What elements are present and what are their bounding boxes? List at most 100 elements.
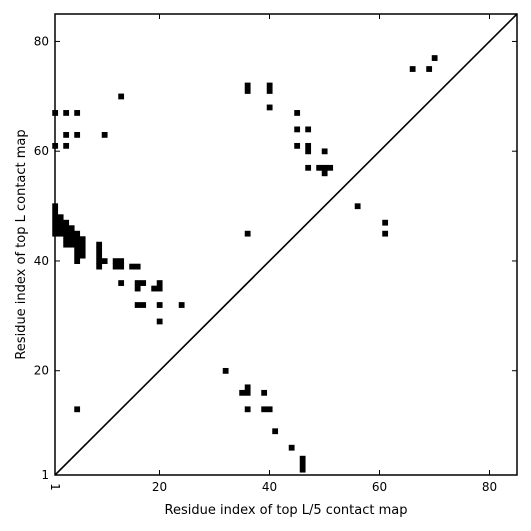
lower-contact-cell: [299, 455, 306, 462]
upper-contact-cell: [68, 241, 75, 248]
x-axis-label: Residue index of top L/5 contact map: [165, 503, 408, 518]
upper-contact-cell: [129, 263, 136, 270]
upper-contact-cell: [57, 219, 64, 226]
upper-contact-cell: [74, 110, 81, 116]
upper-contact-cell: [96, 241, 103, 248]
upper-contact-cell: [327, 164, 334, 171]
upper-contact-cell: [63, 142, 70, 149]
upper-contact-cell: [134, 263, 141, 270]
upper-contact-cell: [244, 230, 251, 237]
x-tick-label: 1: [48, 483, 62, 491]
upper-contact-cell: [101, 131, 108, 138]
upper-contact-cell: [118, 263, 125, 270]
upper-contact-cell: [244, 82, 251, 89]
y-tick-label: 80: [34, 34, 49, 48]
upper-contact-cell: [57, 214, 64, 221]
lower-contact-cell: [261, 389, 268, 396]
upper-contact-cell: [74, 252, 81, 259]
upper-contact-cell: [118, 258, 125, 265]
upper-contact-cell: [305, 164, 312, 171]
upper-contact-cell: [354, 203, 361, 210]
upper-contact-cell: [321, 164, 328, 171]
upper-contact-cell: [305, 126, 312, 133]
upper-contact-cell: [134, 302, 141, 308]
upper-contact-cell: [79, 241, 86, 248]
upper-contact-cell: [68, 225, 75, 232]
upper-contact-cell: [79, 252, 86, 259]
upper-contact-cell: [63, 236, 70, 243]
upper-contact-cell: [140, 302, 147, 308]
lower-contact-cell: [244, 406, 251, 413]
lower-contact-cell: [299, 461, 306, 468]
plot-frame: [54, 13, 518, 476]
upper-contact-cell: [382, 219, 389, 226]
y-tick-label: 20: [34, 364, 49, 378]
upper-contact-cell: [294, 110, 301, 116]
upper-contact-cell: [266, 82, 273, 89]
upper-contact-cell: [79, 247, 86, 254]
lower-contact-cell: [222, 367, 229, 374]
contact-cells: [52, 55, 438, 473]
lower-contact-cell: [266, 406, 273, 413]
upper-contact-cell: [156, 318, 163, 325]
y-tick-label: 60: [34, 144, 49, 158]
upper-contact-cell: [57, 230, 64, 237]
y-tick-label: 1: [41, 468, 49, 482]
upper-contact-cell: [134, 285, 141, 292]
upper-contact-cell: [140, 280, 147, 286]
upper-contact-cell: [101, 258, 108, 265]
upper-contact-cell: [79, 236, 86, 243]
lower-contact-cell: [288, 444, 295, 451]
lower-contact-cell: [299, 466, 306, 473]
upper-contact-cell: [74, 131, 81, 138]
upper-contact-cell: [74, 236, 81, 243]
upper-contact-cell: [96, 247, 103, 254]
upper-contact-cell: [294, 126, 301, 133]
x-tick-label: 20: [152, 480, 167, 494]
upper-contact-cell: [266, 104, 273, 111]
upper-contact-cell: [431, 55, 438, 61]
y-axis-label: Residue index of top L contact map: [14, 129, 29, 359]
lower-contact-cell: [74, 406, 81, 413]
upper-contact-cell: [68, 230, 75, 237]
upper-contact-cell: [305, 148, 312, 155]
upper-contact-cell: [244, 88, 251, 94]
upper-contact-cell: [96, 252, 103, 259]
x-tick-label: 80: [482, 480, 497, 494]
upper-contact-cell: [96, 258, 103, 265]
lower-contact-cell: [239, 389, 246, 396]
upper-contact-cell: [112, 258, 119, 265]
upper-contact-cell: [156, 280, 163, 286]
upper-contact-cell: [305, 142, 312, 149]
upper-contact-cell: [63, 230, 70, 237]
upper-contact-cell: [151, 285, 158, 292]
y-tick-label: 40: [34, 254, 49, 268]
upper-contact-cell: [74, 241, 81, 248]
upper-contact-cell: [134, 280, 141, 286]
lower-contact-cell: [272, 428, 279, 435]
upper-contact-cell: [112, 263, 119, 270]
upper-contact-cell: [382, 230, 389, 237]
upper-contact-cell: [63, 219, 70, 226]
upper-contact-cell: [63, 131, 70, 138]
upper-contact-cell: [63, 110, 70, 116]
y-axis-ticks: 1 20 40 60 80: [34, 34, 517, 482]
upper-contact-cell: [74, 247, 81, 254]
upper-contact-cell: [118, 93, 125, 100]
lower-contact-cell: [261, 406, 268, 413]
upper-contact-cell: [178, 302, 185, 308]
lower-contact-cell: [244, 389, 251, 396]
x-axis-ticks: 1 20 40 60 80: [48, 14, 497, 494]
upper-contact-cell: [118, 280, 125, 286]
upper-contact-cell: [294, 142, 301, 149]
upper-contact-cell: [68, 236, 75, 243]
upper-contact-cell: [266, 88, 273, 94]
x-tick-label: 60: [372, 480, 387, 494]
upper-contact-cell: [156, 302, 163, 308]
upper-contact-cell: [321, 148, 328, 155]
upper-contact-cell: [63, 241, 70, 248]
upper-contact-cell: [321, 170, 328, 177]
upper-contact-cell: [96, 263, 103, 270]
upper-contact-cell: [426, 66, 433, 72]
